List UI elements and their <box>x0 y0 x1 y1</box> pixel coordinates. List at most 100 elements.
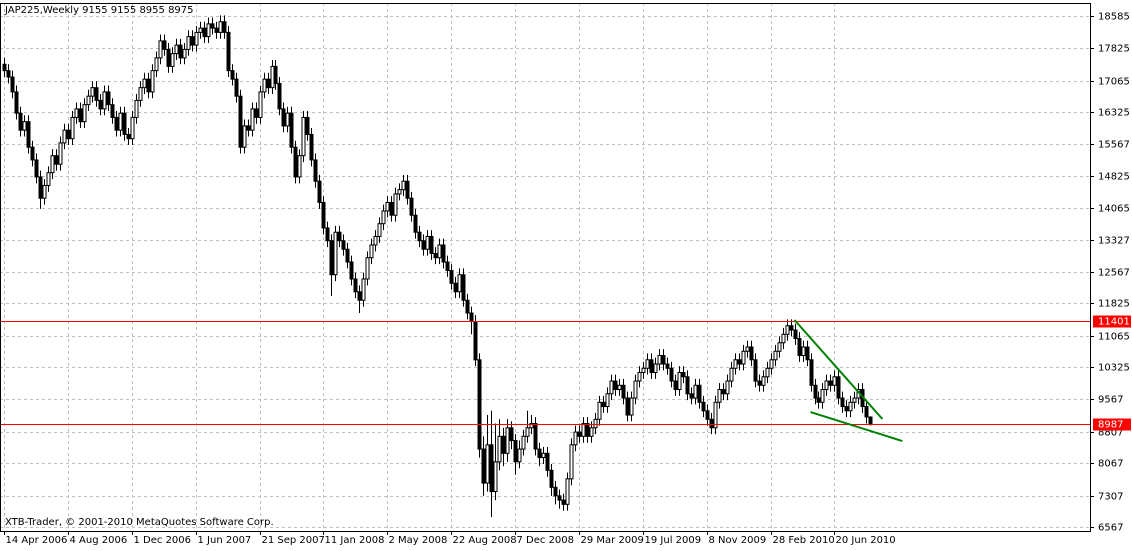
candle-body <box>649 359 654 374</box>
candle-body <box>361 278 366 301</box>
candle-body <box>325 227 330 242</box>
candle-body <box>66 129 71 140</box>
candle-body <box>697 384 702 403</box>
candle-body <box>725 380 730 395</box>
candle-body <box>258 91 263 118</box>
candle-body <box>813 384 818 399</box>
candle-body <box>593 418 598 429</box>
candle-body <box>218 21 223 33</box>
candle-body <box>102 91 107 110</box>
candle-body <box>677 372 682 391</box>
candle-body <box>206 23 211 38</box>
y-tick-label: 14825 <box>1098 172 1130 183</box>
candle-body <box>589 427 594 437</box>
candle-body <box>617 384 622 391</box>
x-tick-label: 20 Jun 2010 <box>836 535 896 546</box>
candle-body <box>226 31 231 72</box>
candle-body <box>657 355 662 365</box>
candle-body <box>581 423 586 437</box>
candle-body <box>653 363 658 374</box>
candle-body <box>717 389 722 403</box>
candle-body <box>329 240 334 276</box>
candle-body <box>701 401 706 412</box>
candle-body <box>166 48 171 67</box>
candle-body <box>190 36 195 46</box>
candle-body <box>54 155 59 165</box>
candle-body <box>832 376 837 386</box>
candle-body <box>10 76 15 93</box>
candle-body <box>429 235 434 254</box>
candle-body <box>309 133 314 161</box>
trendline <box>810 411 903 442</box>
candle-body <box>6 70 11 78</box>
candle-body <box>673 380 678 391</box>
y-tick-label: 6567 <box>1098 523 1123 534</box>
candle-body <box>2 63 7 72</box>
candle-body <box>765 367 770 378</box>
candle-body <box>182 48 187 59</box>
candle-body <box>42 184 47 199</box>
y-tick-label: 8807 <box>1098 428 1123 439</box>
candle-body <box>820 389 825 403</box>
candle-body <box>541 452 546 459</box>
candle-body <box>805 346 810 361</box>
candle-body <box>557 495 562 501</box>
candle-body <box>293 146 298 178</box>
candle-body <box>537 448 542 459</box>
candle-body <box>110 104 115 118</box>
candle-body <box>337 231 342 242</box>
candle-body <box>513 440 518 463</box>
candle-body <box>421 240 426 250</box>
candle-body <box>198 27 203 33</box>
candle-body <box>633 380 638 399</box>
candle-body <box>186 36 191 50</box>
candle-body <box>601 401 606 408</box>
candle-body <box>26 121 31 148</box>
candle-body <box>18 112 23 131</box>
candle-body <box>561 499 566 505</box>
candle-body <box>585 423 590 437</box>
candle-body <box>777 342 782 352</box>
candle-body <box>852 397 857 403</box>
candle-body <box>493 461 498 493</box>
candle-body <box>864 406 869 418</box>
candle-body <box>549 469 554 488</box>
candle-body <box>38 176 43 199</box>
candle-body <box>138 87 143 101</box>
trendline <box>793 319 884 420</box>
candle-body <box>94 87 99 101</box>
candle-body <box>393 193 398 216</box>
candle-body <box>789 325 794 331</box>
x-tick-label: 21 Sep 2007 <box>262 535 325 546</box>
candle-body <box>573 431 578 446</box>
candle-body <box>669 367 674 382</box>
candle-body <box>713 401 718 429</box>
candle-body <box>373 235 378 246</box>
candle-body <box>305 116 310 135</box>
candle-body <box>521 435 526 450</box>
candle-body <box>641 367 646 374</box>
candle-body <box>122 112 127 135</box>
candle-body <box>721 389 726 395</box>
candle-body <box>469 312 474 323</box>
x-tick-label: 14 Apr 2006 <box>6 535 68 546</box>
candle-body <box>146 78 151 93</box>
candle-body <box>844 406 849 412</box>
y-tick-label: 11065 <box>1098 332 1130 343</box>
candle-body <box>569 444 574 480</box>
candle-body <box>629 397 634 416</box>
candle-body <box>685 376 690 395</box>
y-tick-label: 7307 <box>1098 492 1123 503</box>
candle-body <box>365 257 370 280</box>
candle-body <box>317 180 322 203</box>
candle-body <box>285 112 290 127</box>
candle-body <box>321 201 326 229</box>
price-label-box <box>1093 315 1131 328</box>
candle-body <box>118 112 123 131</box>
candle-body <box>277 82 282 110</box>
candle-body <box>709 418 714 429</box>
candle-body <box>170 53 175 67</box>
candle-body <box>353 278 358 293</box>
